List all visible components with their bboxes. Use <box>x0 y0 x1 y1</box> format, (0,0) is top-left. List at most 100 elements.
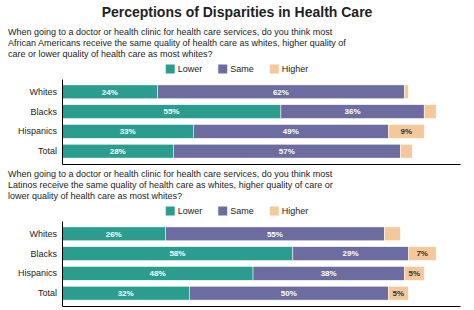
plot-area: 24%55%33%28%62%36%49%57%9%WhitesBlacksHi… <box>18 80 461 165</box>
bar-segment <box>408 247 436 261</box>
x-axis-line <box>63 306 461 307</box>
data-label: 57% <box>279 147 295 156</box>
data-label: 36% <box>345 107 361 116</box>
bar-series <box>384 227 436 300</box>
bar-segment <box>404 266 424 280</box>
data-label: 26% <box>106 230 122 239</box>
bar-segment <box>193 124 388 138</box>
bar-segment <box>62 247 293 261</box>
legend: Lower Same Higher <box>166 64 309 74</box>
bar-segment <box>62 124 193 138</box>
data-label: 5% <box>408 269 420 278</box>
bars <box>62 227 436 300</box>
bar-segment <box>62 286 189 300</box>
y-tick: Hispanics <box>18 126 62 136</box>
bar-segment <box>62 227 165 241</box>
legend-swatch <box>270 65 279 74</box>
legend: Lower Same Higher <box>166 206 309 216</box>
legend-item: Same <box>218 64 254 74</box>
question-text: care or lower quality of health care as … <box>8 49 213 59</box>
bar-segment <box>62 85 158 99</box>
bar-segment <box>424 105 436 119</box>
y-tick-label: Whites <box>29 87 57 97</box>
x-axis <box>63 306 461 307</box>
y-tick-label: Total <box>38 146 57 156</box>
bar-series <box>165 227 408 300</box>
legend-swatch <box>218 207 227 216</box>
legend-item: Same <box>218 206 254 216</box>
y-tick-label: Total <box>38 288 57 298</box>
question-text: When going to a doctor or health clinic … <box>8 27 333 37</box>
bar-segment <box>62 105 281 119</box>
legend-swatch <box>218 65 227 74</box>
bar-segment <box>62 266 253 280</box>
legend-swatch <box>166 207 175 216</box>
y-tick: Blacks <box>30 106 62 116</box>
data-label: 48% <box>150 269 166 278</box>
y-axis-line <box>62 80 63 165</box>
bar-segment <box>158 85 405 99</box>
data-label: 28% <box>110 147 126 156</box>
data-labels: 24%55%33%28%62%36%49%57%9% <box>102 88 412 156</box>
y-tick-label: Hispanics <box>18 268 58 278</box>
bar-segment <box>165 227 384 241</box>
y-tick-label: Blacks <box>30 248 57 258</box>
bar-series <box>158 85 425 158</box>
data-label: 38% <box>321 269 337 278</box>
data-label: 33% <box>120 127 136 136</box>
y-tick: Hispanics <box>18 268 62 278</box>
bar-segment <box>281 105 424 119</box>
legend-swatch <box>166 65 175 74</box>
y-axis-line <box>62 222 63 307</box>
bars <box>62 85 436 158</box>
data-label: 55% <box>163 107 179 116</box>
y-tick: Total <box>38 146 62 156</box>
y-tick: Total <box>38 288 62 298</box>
legend-label: Lower <box>178 64 203 74</box>
bar-segment <box>388 286 408 300</box>
bar-segment <box>400 144 412 158</box>
legend-label: Higher <box>282 206 309 216</box>
legend-label: Lower <box>178 206 203 216</box>
question-text: When going to a doctor or health clinic … <box>8 169 333 179</box>
bar-segment <box>388 124 424 138</box>
data-labels: 26% 58% 48% 32% 55% 29% 38% 50% 7% 5% 5% <box>106 230 428 298</box>
data-label: 55% <box>267 230 283 239</box>
y-axis: Whites Blacks Hispanics Total <box>18 80 63 165</box>
legend-item: Lower <box>166 206 203 216</box>
data-label: 7% <box>416 249 428 258</box>
data-label: 5% <box>393 289 405 298</box>
panel: When going to a doctor or health clinic … <box>8 169 461 307</box>
legend-swatch <box>270 207 279 216</box>
data-label: 9% <box>400 127 412 136</box>
y-axis: Whites Blacks Hispanics Total <box>18 222 63 307</box>
legend-label: Higher <box>282 64 309 74</box>
question-text: African Americans receive the same quali… <box>8 38 346 48</box>
data-label: 58% <box>169 249 185 258</box>
bar-segment <box>189 286 388 300</box>
data-label: 24% <box>102 88 118 97</box>
chart-title: Perceptions of Disparities in Health Car… <box>102 4 373 20</box>
plot-area: 26% 58% 48% 32% 55% 29% 38% 50% 7% 5% 5% Whites Blac… <box>18 222 461 307</box>
x-axis <box>63 164 461 165</box>
legend-item: Higher <box>270 206 309 216</box>
data-label: 32% <box>118 289 134 298</box>
bar-segment <box>404 85 408 99</box>
question-text: lower quality of health care as most whi… <box>8 191 182 201</box>
bar-segment <box>173 144 400 158</box>
chart-root: Perceptions of Disparities in Health Car… <box>0 0 474 310</box>
data-label: 49% <box>283 127 299 136</box>
legend-label: Same <box>230 64 254 74</box>
bar-segment <box>384 227 400 241</box>
legend-item: Lower <box>166 64 203 74</box>
question-text: Latinos receive the same quality of heal… <box>8 180 333 190</box>
y-tick-label: Whites <box>29 229 57 239</box>
y-tick-label: Blacks <box>30 106 57 116</box>
data-label: 50% <box>281 289 297 298</box>
y-tick-label: Hispanics <box>18 126 58 136</box>
x-axis-line <box>63 164 461 165</box>
bar-segment <box>253 266 404 280</box>
legend-item: Higher <box>270 64 309 74</box>
data-label: 29% <box>343 249 359 258</box>
bar-series <box>388 85 436 158</box>
